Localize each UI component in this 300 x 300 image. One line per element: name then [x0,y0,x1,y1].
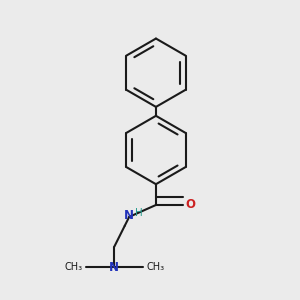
Text: CH₃: CH₃ [146,262,164,272]
Text: O: O [185,199,195,212]
Text: CH₃: CH₃ [64,262,82,272]
Text: N: N [109,261,119,274]
Text: H: H [135,208,143,218]
Text: N: N [124,209,134,222]
